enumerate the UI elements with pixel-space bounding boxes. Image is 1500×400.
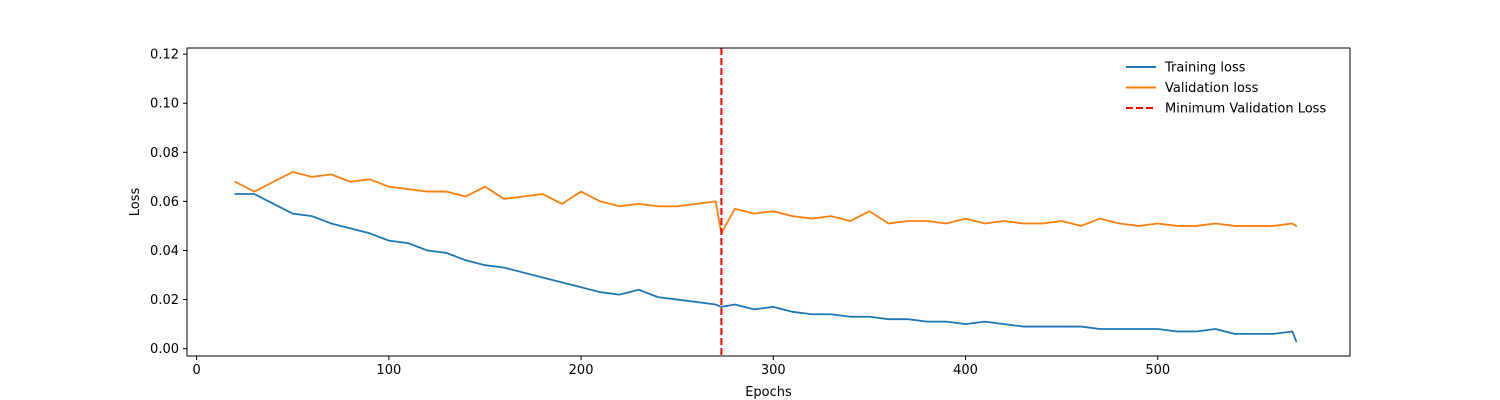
y-tick-label: 0.06 [150, 195, 179, 210]
axes-frame [186, 47, 1351, 357]
series-layer [234, 171, 1298, 343]
y-tick-label: 0.10 [150, 97, 179, 112]
y-tick-label: 0.12 [150, 48, 179, 63]
x-tick-label: 100 [376, 363, 401, 378]
legend-entry: Training loss [1164, 61, 1246, 76]
x-tick-label: 500 [1145, 363, 1170, 378]
x-axis-label: Epochs [745, 385, 792, 400]
legend: Training loss Validation loss Minimum Vali… [1126, 61, 1326, 117]
y-axis-ticks: 0.00 0.02 0.04 0.06 0.08 0.10 0.12 [150, 48, 187, 357]
y-tick-label: 0.00 [150, 342, 179, 357]
x-axis-ticks: 0 100 200 300 400 500 [192, 356, 1170, 378]
legend-entry: Validation loss [1165, 81, 1259, 96]
validation-loss-line [234, 171, 1298, 235]
x-tick-label: 400 [953, 363, 978, 378]
y-tick-label: 0.04 [150, 244, 179, 259]
y-axis-label: Loss [128, 188, 143, 217]
legend-entry: Minimum Validation Loss [1165, 102, 1326, 117]
training-loss-line [234, 193, 1298, 343]
x-tick-label: 300 [761, 363, 786, 378]
x-tick-label: 0 [192, 363, 200, 378]
x-tick-label: 200 [569, 363, 594, 378]
y-tick-label: 0.08 [150, 146, 179, 161]
y-tick-label: 0.02 [150, 293, 179, 308]
